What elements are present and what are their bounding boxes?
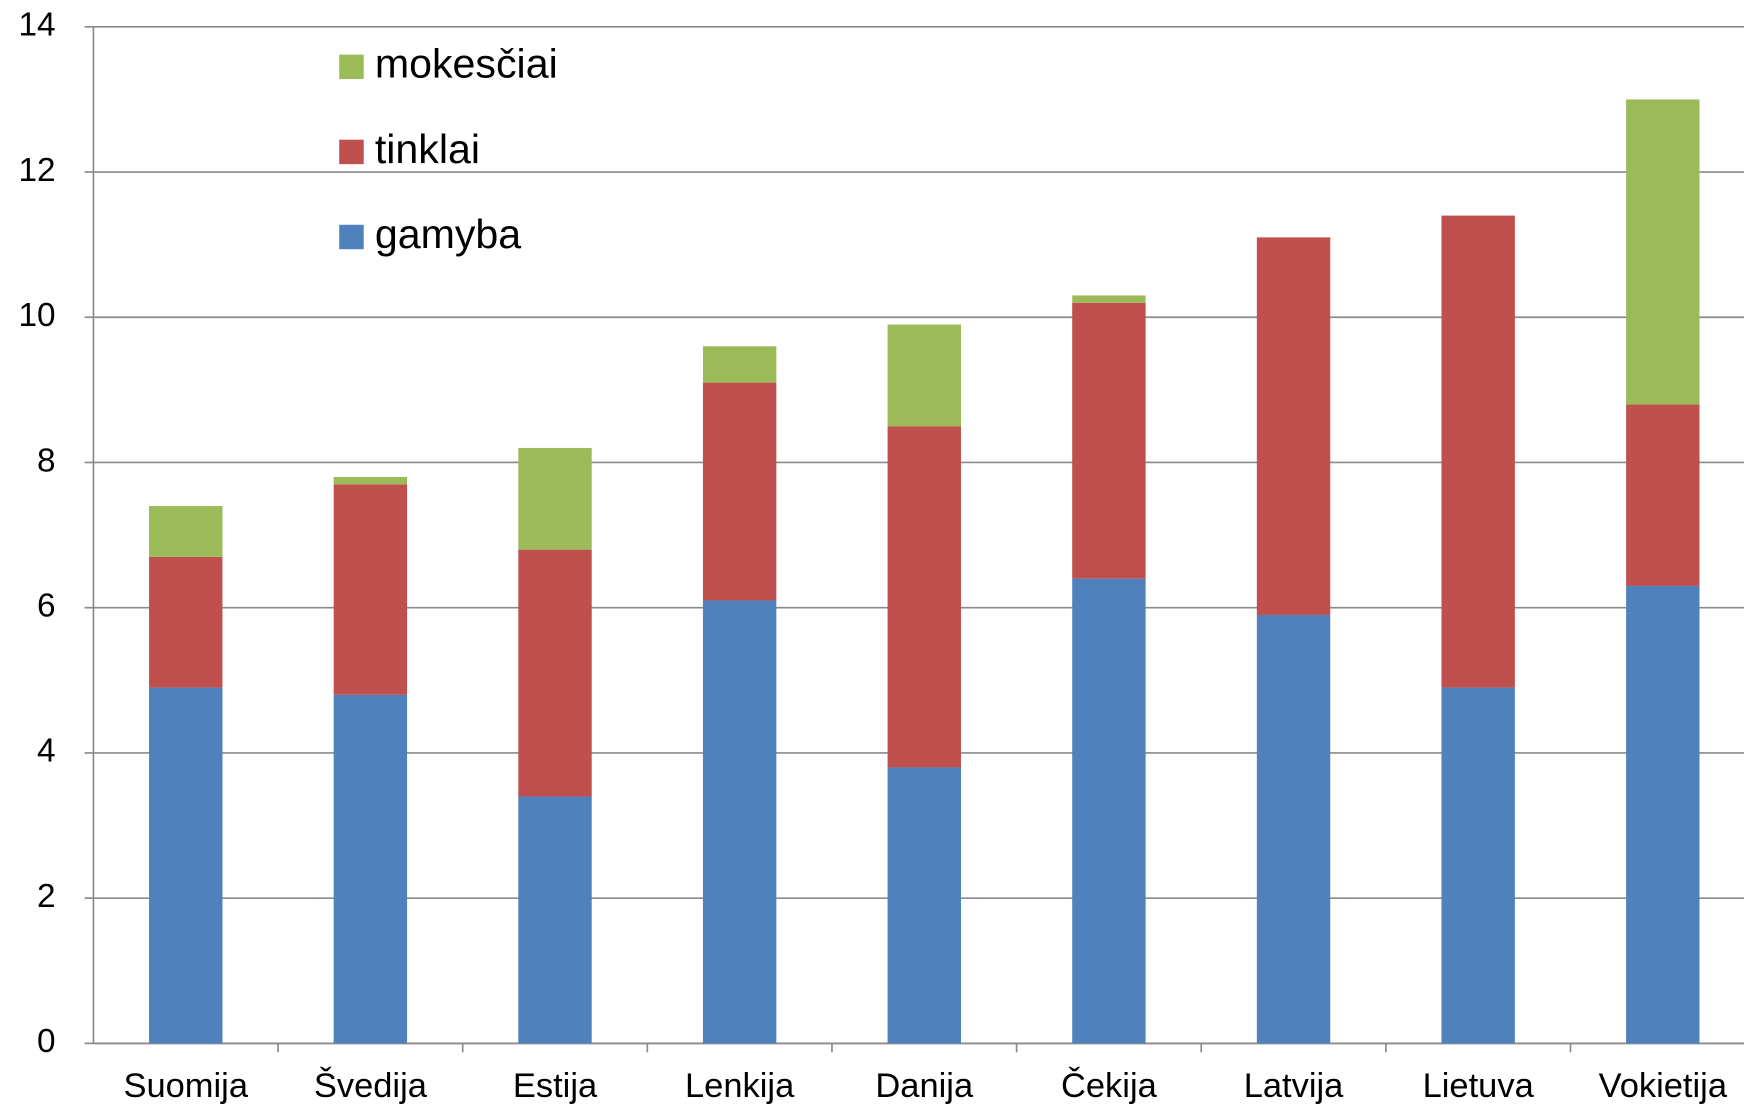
bar-segment xyxy=(1441,687,1515,1044)
x-tick-label: Suomija xyxy=(123,1067,248,1105)
x-tick-label: Danija xyxy=(875,1067,974,1105)
x-tick-label: Švedija xyxy=(314,1066,428,1105)
y-tick-label: 8 xyxy=(37,442,56,479)
y-tick-label: 14 xyxy=(19,7,56,44)
y-tick-label: 0 xyxy=(37,1023,56,1060)
bar-segment xyxy=(887,426,961,768)
bar-segment xyxy=(333,694,408,1044)
x-tick-label: Lenkija xyxy=(685,1067,795,1105)
bar-segment xyxy=(1441,215,1515,688)
bar-segment xyxy=(1072,302,1146,579)
x-tick-label: Čekija xyxy=(1061,1066,1158,1105)
bar-segment xyxy=(702,346,777,383)
x-tick-label: Lietuva xyxy=(1423,1067,1535,1105)
x-tick-label: Estija xyxy=(513,1067,598,1105)
bar-segment xyxy=(149,556,223,688)
y-tick-label: 2 xyxy=(37,878,56,915)
bar-segment xyxy=(1256,237,1331,615)
bar-segment xyxy=(702,382,777,601)
legend-label: tinklai xyxy=(375,126,480,172)
bar-segment xyxy=(333,484,408,695)
y-tick-label: 6 xyxy=(37,588,56,625)
bar-segment xyxy=(333,477,408,485)
bar-segment xyxy=(702,600,777,1044)
x-tick-label: Vokietija xyxy=(1599,1067,1728,1105)
bar-segment xyxy=(887,767,961,1044)
y-tick-label: 12 xyxy=(19,152,56,189)
bar-segment xyxy=(149,687,223,1044)
bar-segment xyxy=(1626,404,1700,586)
bar-segment xyxy=(887,324,961,427)
bar-segment xyxy=(518,796,592,1044)
bar-segment xyxy=(1256,614,1331,1044)
y-tick-label: 4 xyxy=(37,733,56,770)
legend-label: mokesčiai xyxy=(375,41,558,87)
legend-swatch xyxy=(339,139,364,165)
bar-segment xyxy=(1626,99,1700,405)
bar-segment xyxy=(149,506,223,557)
legend-swatch xyxy=(339,54,364,80)
x-tick-label: Latvija xyxy=(1244,1067,1344,1105)
legend-swatch xyxy=(339,224,364,250)
bar-segment xyxy=(518,447,592,550)
bar-segment xyxy=(518,549,592,797)
bar-segment xyxy=(1072,295,1146,303)
bar-segment xyxy=(1626,585,1700,1044)
legend-label: gamyba xyxy=(375,211,521,257)
bar-segment xyxy=(1072,578,1146,1044)
y-tick-label: 10 xyxy=(19,297,56,334)
